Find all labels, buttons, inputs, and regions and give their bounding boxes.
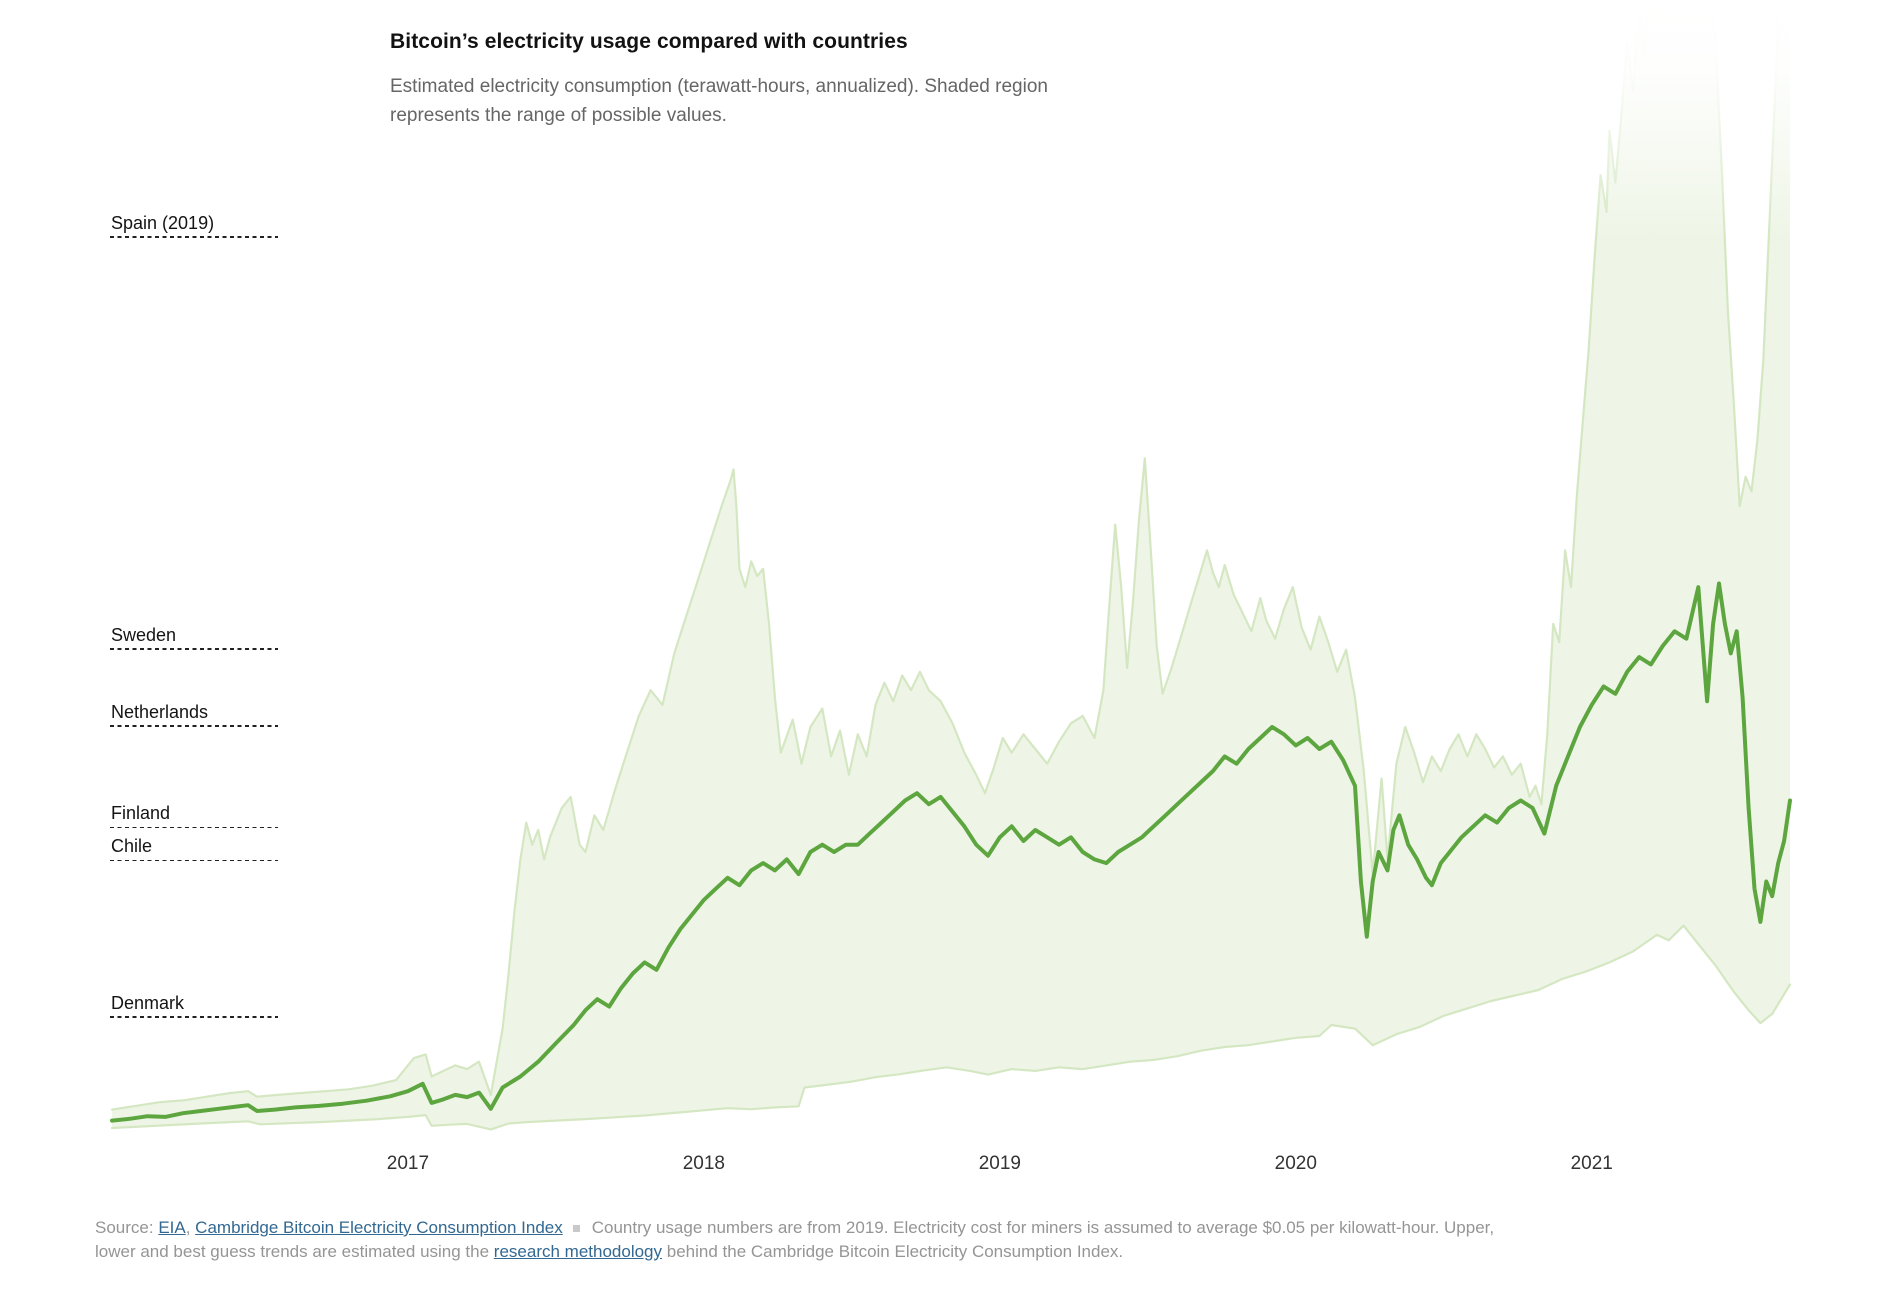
reference-label-chile: Chile (111, 836, 153, 857)
eia-link[interactable]: EIA (158, 1218, 186, 1237)
reference-label-sweden: Sweden (111, 624, 177, 645)
chart-subtitle-line2: represents the range of possible values. (390, 105, 727, 126)
reference-label-denmark: Denmark (111, 992, 185, 1013)
reference-label-finland: Finland (111, 803, 171, 824)
source-note: Source: EIA, Cambridge Bitcoin Electrici… (95, 1216, 1775, 1263)
top-fade-overlay (90, 0, 1792, 240)
note-line2-pre: lower and best guess trends are estimate… (95, 1241, 494, 1261)
footer-bullet-separator (572, 1224, 580, 1232)
reference-line-denmark: Denmark (110, 990, 278, 1018)
chart-subtitle: Estimated electricity consumption (teraw… (390, 72, 1210, 130)
chart-title: Bitcoin’s electricity usage compared wit… (390, 30, 908, 53)
x-tick-2018: 2018 (682, 1153, 726, 1174)
note-line2-post: behind the Cambridge Bitcoin Electricity… (662, 1241, 1124, 1261)
x-tick-2019: 2019 (978, 1153, 1021, 1174)
x-tick-2021: 2021 (1570, 1153, 1613, 1174)
reference-line-sweden: Sweden (110, 622, 278, 650)
cbeci-link[interactable]: Cambridge Bitcoin Electricity Consumptio… (195, 1218, 563, 1237)
reference-line-finland: Finland (110, 800, 278, 829)
x-tick-2020: 2020 (1274, 1153, 1317, 1174)
research-methodology-link[interactable]: research methodology (493, 1241, 663, 1261)
reference-line-spain: Spain (2019) (110, 210, 278, 238)
reference-line-chile: Chile (110, 833, 278, 862)
lower-bound-line (110, 924, 1792, 1131)
x-tick-2017: 2017 (386, 1153, 430, 1174)
source-separator: , (185, 1218, 196, 1237)
source-label: Source: (95, 1218, 159, 1237)
reference-label-netherlands: Netherlands (111, 701, 209, 722)
reference-label-spain: Spain (2019) (111, 212, 215, 233)
note-line1: Country usage numbers are from 2019. Ele… (591, 1218, 1495, 1237)
best-guess-line (110, 581, 1792, 1123)
reference-line-netherlands: Netherlands (110, 699, 278, 727)
chart-subtitle-line1: Estimated electricity consumption (teraw… (390, 76, 1048, 97)
range-area (112, 0, 1790, 1130)
